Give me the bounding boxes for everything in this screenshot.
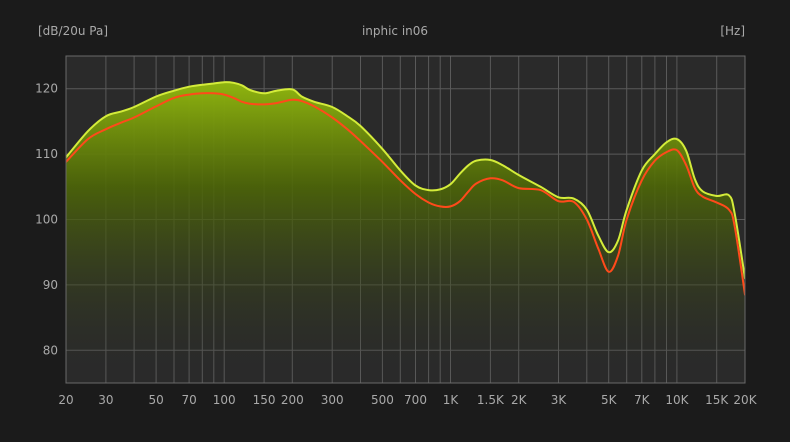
x-tick-label: 700 <box>404 393 427 407</box>
y-tick-label: 110 <box>35 147 58 161</box>
y-tick-label: 120 <box>35 82 58 96</box>
y-tick-label: 100 <box>35 213 58 227</box>
x-tick-label: 500 <box>371 393 394 407</box>
x-tick-label: 200 <box>281 393 304 407</box>
x-tick-label: 50 <box>148 393 163 407</box>
x-tick-label: 2K <box>511 393 528 407</box>
x-tick-label: 5K <box>601 393 618 407</box>
x-tick-label: 1.5K <box>477 393 505 407</box>
x-tick-label: 300 <box>321 393 344 407</box>
x-tick-label: 10K <box>665 393 689 407</box>
x-tick-label: 30 <box>98 393 113 407</box>
x-tick-label: 15K <box>705 393 729 407</box>
x-tick-label: 7K <box>634 393 651 407</box>
series-2-line <box>66 92 745 296</box>
x-tick-label: 70 <box>181 393 196 407</box>
x-tick-labels: 20 30 50 70 100 150 200 300 500 700 1K 1.5K 2K 3K 5K 7K… <box>58 393 757 407</box>
plot-border <box>65 55 746 384</box>
y-tick-label: 90 <box>43 278 58 292</box>
series-1-area-fill <box>66 82 745 383</box>
y-tick-label: 80 <box>43 343 58 357</box>
chart-title: inphic in06 <box>361 24 429 38</box>
y-axis-unit-label: [dB/20u Pa] <box>38 24 108 38</box>
x-tick-label: 150 <box>253 393 276 407</box>
x-tick-label: 20 <box>58 393 73 407</box>
series-layer <box>66 81 745 383</box>
x-tick-label: 3K <box>551 393 568 407</box>
x-axis-unit-label: [Hz] <box>720 24 745 38</box>
y-tick-labels: 80 90 100 110 120 <box>35 82 58 358</box>
x-tick-label: 1K <box>443 393 460 407</box>
x-tick-label: 20K <box>733 393 757 407</box>
x-tick-label: 100 <box>213 393 236 407</box>
series-1-line <box>66 81 745 280</box>
